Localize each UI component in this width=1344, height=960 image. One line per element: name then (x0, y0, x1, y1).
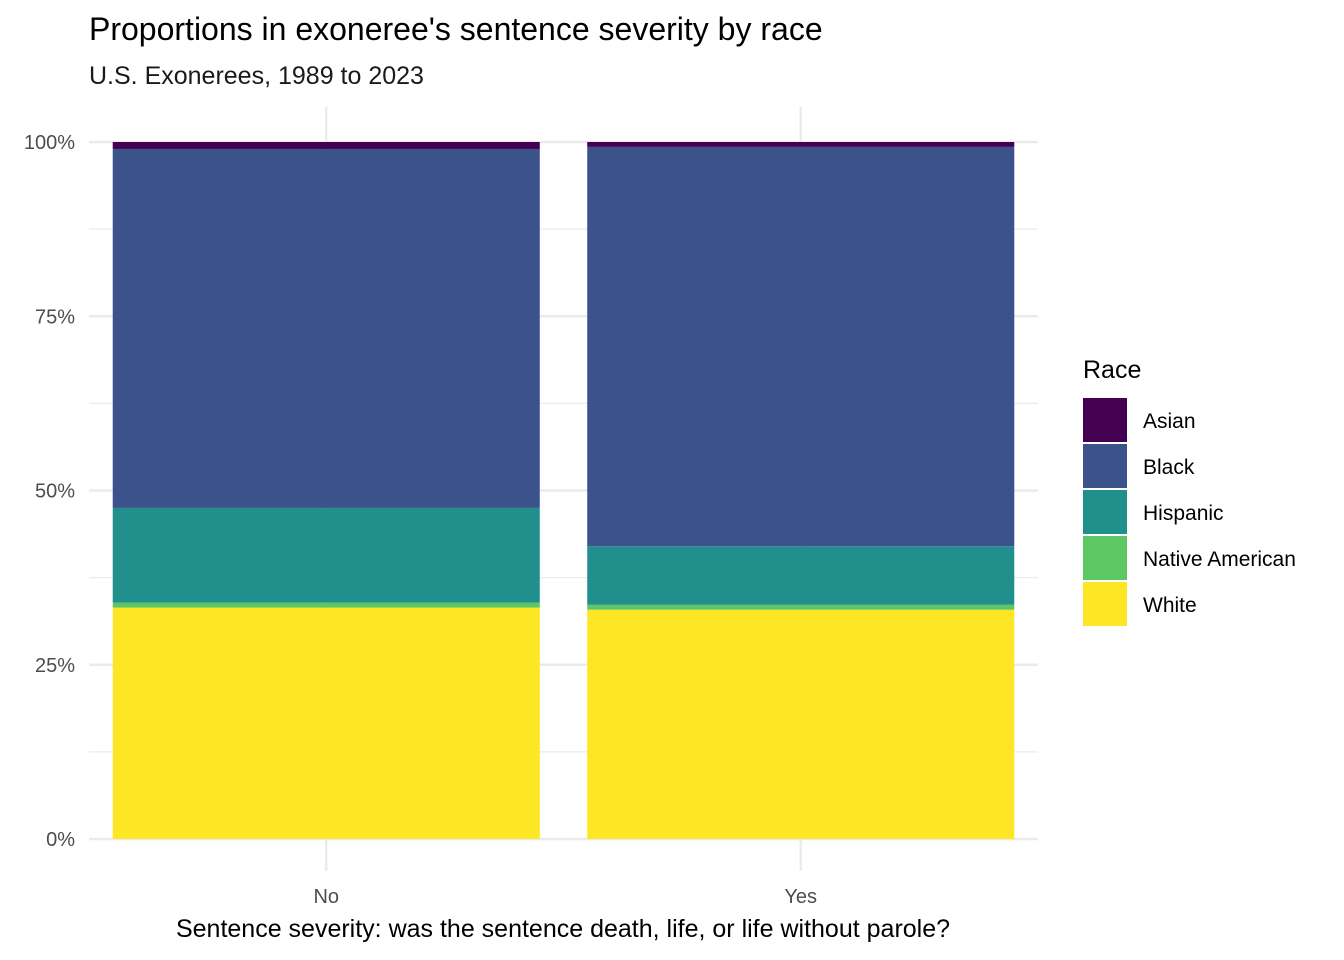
chart-title: Proportions in exoneree's sentence sever… (89, 11, 823, 47)
bar-segment (587, 142, 1015, 147)
y-tick-label: 75% (35, 306, 75, 328)
bar-segment (112, 142, 540, 149)
bar-segment (587, 604, 1015, 610)
legend-swatch (1083, 536, 1127, 580)
legend-label: Black (1143, 456, 1195, 479)
bar-segment (112, 507, 540, 603)
x-tick-label: Yes (784, 886, 817, 908)
bar-segment (587, 609, 1015, 839)
y-tick-label: 100% (24, 132, 75, 154)
x-axis-ticks: No Yes (313, 886, 817, 908)
legend-label: Hispanic (1143, 502, 1224, 525)
legend-label: Asian (1143, 410, 1196, 433)
y-tick-label: 25% (35, 655, 75, 677)
legend: Asian Black Hispanic Native American White (1083, 398, 1296, 626)
legend-label: White (1143, 594, 1197, 617)
bar-segment (112, 148, 540, 508)
x-axis-title: Sentence severity: was the sentence deat… (176, 915, 950, 943)
y-axis-ticks: 0% 25% 50% 75% 100% (24, 132, 75, 851)
legend-label: Native American (1143, 548, 1296, 571)
bar-segment (112, 607, 540, 839)
bar-segment (112, 602, 540, 608)
legend-swatch (1083, 444, 1127, 488)
x-tick-label: No (313, 886, 339, 908)
y-tick-label: 50% (35, 481, 75, 503)
y-tick-label: 0% (46, 829, 75, 851)
legend-swatch (1083, 490, 1127, 534)
legend-title: Race (1083, 356, 1141, 384)
bar-segment (587, 146, 1015, 547)
legend-swatch (1083, 582, 1127, 626)
bar-segment (587, 546, 1015, 605)
bars (112, 142, 1015, 839)
legend-swatch (1083, 398, 1127, 442)
chart-subtitle: U.S. Exonerees, 1989 to 2023 (89, 62, 424, 90)
